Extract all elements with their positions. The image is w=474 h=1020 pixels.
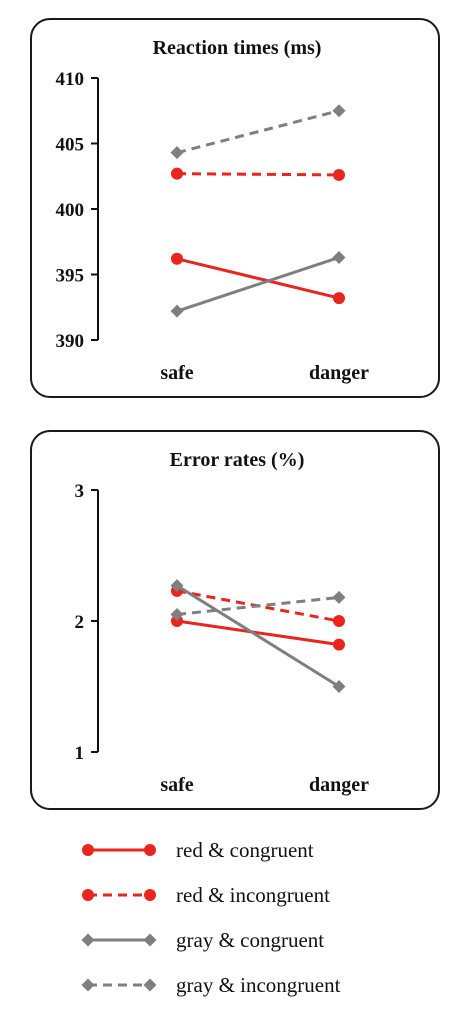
legend-label-gray-and-incongruent: gray & incongruent	[176, 973, 341, 997]
y-tick-label: 410	[56, 69, 85, 90]
series-line-red-and-congruent	[176, 257, 340, 300]
x-tick-label-safe: safe	[160, 362, 193, 384]
data-point-gray-and-congruent-danger	[332, 250, 346, 264]
reaction-times-chart: Reaction times (ms) 390 395 400 405 410 safe da…	[56, 37, 370, 384]
chart-legend: red & congruent red & incongruent gray & c…	[81, 838, 341, 997]
legend-marker-red-and-congruent	[144, 844, 156, 856]
legend-label-red-and-incongruent: red & incongruent	[176, 883, 330, 907]
series-line-gray-and-congruent	[176, 256, 340, 313]
y-tick-label: 2	[75, 612, 85, 633]
legend-marker-gray-and-congruent	[81, 933, 95, 947]
data-point-red-and-congruent-danger	[333, 292, 345, 305]
data-point-gray-and-congruent-danger	[332, 680, 346, 693]
legend-marker-gray-and-congruent	[143, 933, 157, 947]
reaction-times-panel: Reaction times (ms) 390 395 400 405 410 safe da…	[30, 18, 440, 398]
y-tick-label: 400	[56, 200, 85, 221]
x-tick-label-danger: danger	[309, 774, 369, 796]
legend-label-red-and-congruent: red & congruent	[176, 838, 314, 862]
error-rates-chart: Error rates (%) 1 2 3 safe danger	[75, 449, 370, 796]
y-tick-label: 395	[56, 266, 85, 287]
y-tick-label: 405	[56, 135, 85, 156]
error-rates-panel: Error rates (%) 1 2 3 safe danger	[30, 430, 440, 810]
x-tick-label-danger: danger	[309, 362, 369, 384]
data-point-red-and-incongruent-danger	[333, 615, 345, 627]
chart-title: Error rates (%)	[170, 449, 305, 471]
legend-marker-gray-and-incongruent	[81, 978, 95, 992]
x-tick-label-safe: safe	[160, 774, 193, 796]
data-point-gray-and-incongruent-danger	[332, 104, 346, 118]
data-point-gray-and-incongruent-safe	[170, 146, 184, 160]
series-line-gray-and-incongruent	[176, 109, 340, 155]
data-point-red-and-congruent-safe	[171, 252, 183, 265]
data-point-gray-and-congruent-safe	[170, 579, 184, 593]
legend-marker-red-and-incongruent	[82, 889, 94, 901]
data-point-gray-and-incongruent-safe	[170, 607, 184, 621]
data-point-red-and-congruent-danger	[333, 638, 345, 651]
series-line-gray-and-incongruent	[176, 595, 340, 616]
series-line-gray-and-congruent	[176, 584, 340, 688]
series-line-red-and-incongruent	[176, 172, 340, 177]
data-point-gray-and-incongruent-danger	[332, 590, 346, 604]
data-point-gray-and-congruent-safe	[170, 304, 184, 318]
chart-title: Reaction times (ms)	[153, 37, 322, 59]
y-tick-label: 1	[75, 743, 85, 764]
legend-label-gray-and-congruent: gray & congruent	[176, 928, 324, 952]
legend-marker-gray-and-incongruent	[143, 978, 157, 992]
data-point-red-and-incongruent-danger	[333, 168, 345, 181]
series-line-red-and-congruent	[176, 619, 340, 647]
y-tick-label: 3	[75, 481, 85, 502]
data-point-red-and-incongruent-safe	[171, 167, 183, 180]
data-point-red-and-congruent-safe	[171, 615, 183, 627]
y-tick-label: 390	[56, 331, 85, 352]
legend-marker-red-and-congruent	[82, 844, 94, 856]
legend-marker-red-and-incongruent	[144, 889, 156, 901]
